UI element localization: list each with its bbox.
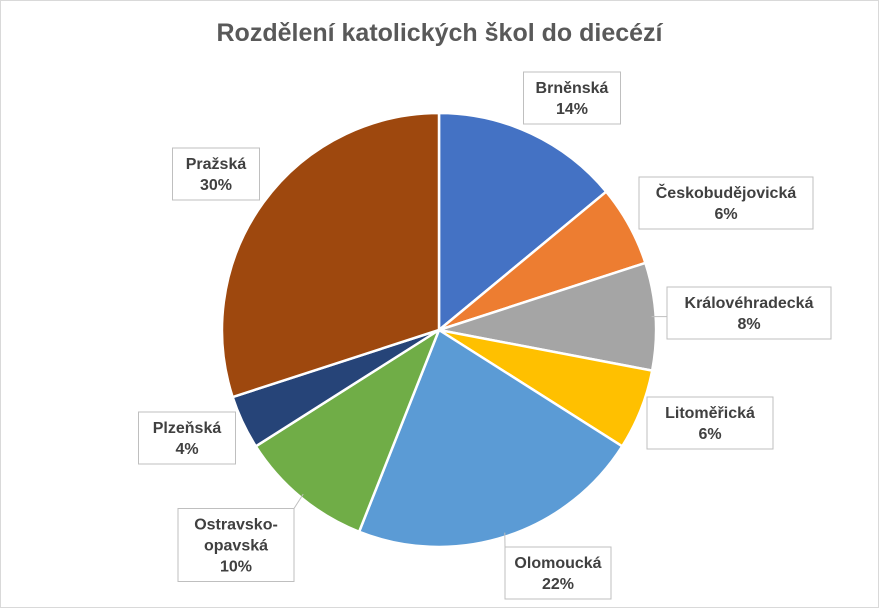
data-label-box bbox=[638, 176, 814, 230]
data-label-value: 10% bbox=[220, 559, 252, 576]
data-label-value: 6% bbox=[698, 426, 721, 443]
pie-slice-olomoucka bbox=[357, 328, 624, 549]
data-label-category: Pražská bbox=[186, 156, 247, 173]
data-label-category: Českobudějovická bbox=[656, 183, 797, 202]
data-label-olomoucka: Olomoucká 22% bbox=[504, 546, 612, 600]
chart-title: Rozdělení katolických škol do diecézí bbox=[216, 19, 663, 47]
data-label-box bbox=[523, 71, 621, 125]
data-labels: Brněnská 14% Českobudějovická 6% Královéhrad… bbox=[138, 71, 832, 600]
data-label-box bbox=[504, 546, 612, 600]
data-label-litomericka: Litoměřická 6% bbox=[646, 396, 774, 450]
leader-line-ostravsko-opavska bbox=[293, 493, 304, 509]
data-label-category: Litoměřická bbox=[665, 405, 755, 422]
data-label-brnenska: Brněnská 14% bbox=[523, 71, 621, 125]
data-label-category: Ostravsko- bbox=[194, 517, 278, 534]
data-label-box bbox=[138, 411, 236, 465]
data-label-value: 30% bbox=[200, 177, 232, 194]
data-label-value: 4% bbox=[175, 441, 198, 458]
data-label-value: 22% bbox=[542, 576, 574, 593]
data-label-value: 8% bbox=[737, 316, 760, 333]
data-label-box bbox=[646, 396, 774, 450]
data-label-category: opavská bbox=[204, 538, 268, 555]
data-label-value: 6% bbox=[714, 206, 737, 223]
data-label-value: 14% bbox=[556, 101, 588, 118]
slices bbox=[220, 111, 658, 549]
pie-slice-prazska bbox=[220, 111, 441, 399]
leader-lines bbox=[293, 316, 667, 548]
data-label-category: Brněnská bbox=[536, 80, 609, 97]
data-label-category: Plzeňská bbox=[153, 420, 222, 437]
data-label-prazska: Pražská 30% bbox=[172, 147, 260, 201]
data-label-ostravsko-opavska: Ostravsko-opavská 10% bbox=[177, 508, 295, 582]
data-label-plzenska: Plzeňská 4% bbox=[138, 411, 236, 465]
pie-slice-brnenska bbox=[437, 111, 608, 332]
data-label-category: Královéhradecká bbox=[685, 295, 814, 312]
data-label-box bbox=[666, 286, 832, 340]
data-label-ceskobudejovicka: Českobudějovická 6% bbox=[638, 176, 814, 230]
data-label-box bbox=[177, 508, 295, 582]
data-label-category: Olomoucká bbox=[514, 555, 601, 572]
data-label-box bbox=[172, 147, 260, 201]
data-label-kralovehradecka: Královéhradecká 8% bbox=[666, 286, 832, 340]
